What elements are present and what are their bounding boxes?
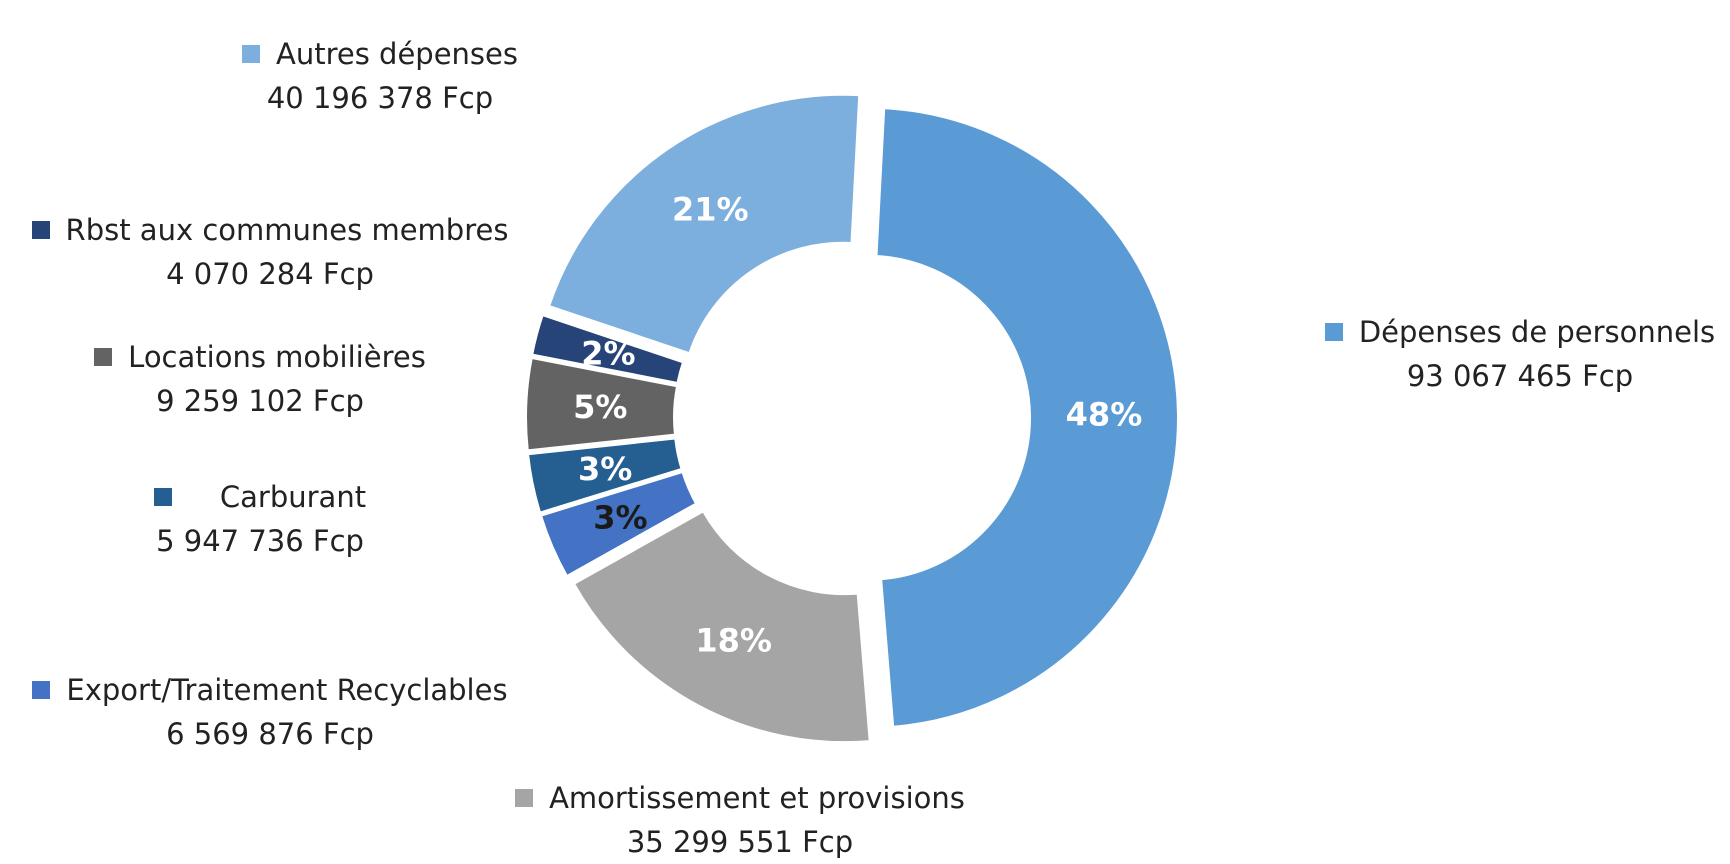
legend-value-depenses-personnels: 93 067 465 Fcp xyxy=(1406,359,1634,393)
legend-label-autres-depenses: Autres dépenses xyxy=(276,37,518,71)
slice-group-5: 2% xyxy=(531,313,685,385)
legend-label-rbst-communes: Rbst aux communes membres xyxy=(65,213,509,247)
legend-swatch-amortissement xyxy=(515,789,534,807)
legend-label-locations-mobilieres: Locations mobilières xyxy=(128,340,426,374)
slice-label-0: 48% xyxy=(1066,395,1143,433)
slice-label-6: 21% xyxy=(672,191,749,229)
legend-swatch-rbst-communes xyxy=(31,221,50,239)
slice-group-0: 48% xyxy=(875,107,1179,728)
slice-4 xyxy=(525,356,679,452)
legend-depenses-personnels: Dépenses de personnels 93 067 465 Fcp xyxy=(1320,310,1720,398)
legend-value-export-recyclables: 6 569 876 Fcp xyxy=(166,717,374,751)
slice-group-2: 3% xyxy=(539,470,698,578)
slice-6 xyxy=(547,93,861,355)
legend-value-carburant: 5 947 736 Fcp xyxy=(156,524,364,558)
legend-value-amortissement: 35 299 551 Fcp xyxy=(626,825,854,859)
legend-label-export-recyclables: Export/Traitement Recyclables xyxy=(66,673,508,707)
slice-label-1: 18% xyxy=(695,621,772,659)
legend-swatch-export-recyclables xyxy=(32,681,51,699)
legend-amortissement: Amortissement et provisions 35 299 551 F… xyxy=(490,776,990,864)
legend-label-depenses-personnels: Dépenses de personnels xyxy=(1358,315,1716,349)
legend-swatch-carburant xyxy=(153,488,172,506)
slice-1 xyxy=(572,510,871,744)
legend-autres-depenses: Autres dépenses 40 196 378 Fcp xyxy=(200,32,560,120)
legend-value-rbst-communes: 4 070 284 Fcp xyxy=(166,257,374,291)
legend-value-locations-mobilieres: 9 259 102 Fcp xyxy=(156,384,364,418)
slice-2 xyxy=(539,470,698,578)
legend-swatch-depenses-personnels xyxy=(1324,323,1343,341)
slice-group-3: 3% xyxy=(526,437,683,514)
slice-label-4: 5% xyxy=(573,388,627,426)
legend-label-carburant: Carburant xyxy=(219,480,367,514)
slice-label-3: 3% xyxy=(578,450,632,488)
legend-label-amortissement: Amortissement et provisions xyxy=(549,781,965,815)
legend-value-autres-depenses: 40 196 378 Fcp xyxy=(266,81,494,115)
legend-export-recyclables: Export/Traitement Recyclables 6 569 876 … xyxy=(10,668,530,756)
slice-group-1: 18% xyxy=(572,510,871,744)
slice-3 xyxy=(526,437,683,514)
slice-group-6: 21% xyxy=(547,93,861,355)
slice-group-4: 5% xyxy=(525,356,679,452)
slice-label-2: 3% xyxy=(593,498,647,536)
legend-swatch-autres-depenses xyxy=(242,45,260,63)
legend-carburant: Carburant 5 947 736 Fcp xyxy=(110,475,410,563)
legend-locations-mobilieres: Locations mobilières 9 259 102 Fcp xyxy=(60,335,460,423)
slice-5 xyxy=(531,313,685,385)
legend-rbst-communes: Rbst aux communes membres 4 070 284 Fcp xyxy=(20,208,520,296)
slice-label-5: 2% xyxy=(581,335,635,373)
slice-0 xyxy=(875,107,1179,728)
legend-swatch-locations-mobilieres xyxy=(94,348,113,366)
